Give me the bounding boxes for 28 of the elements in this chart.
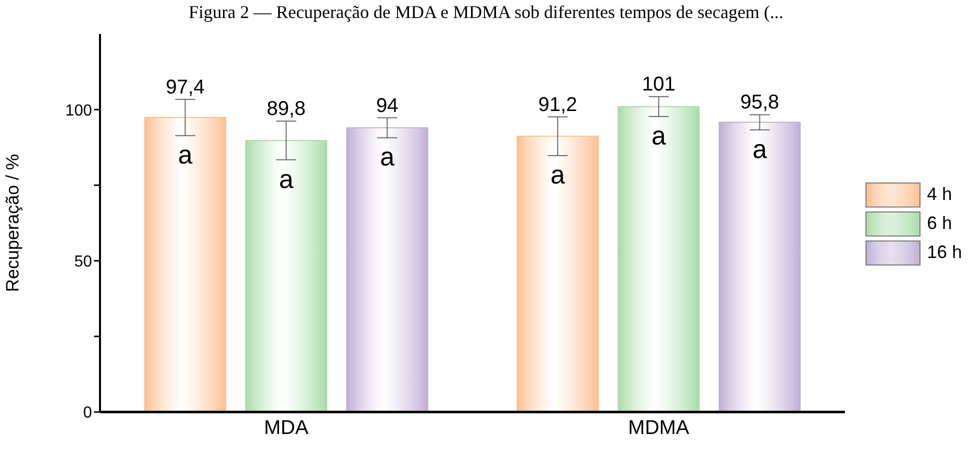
bar — [245, 140, 328, 412]
bar — [346, 127, 428, 412]
y-tick-label: 0 — [83, 404, 92, 422]
chart-title: Figura 2 — Recuperação de MDA e MDMA sob diferentes tempos de secagem (... — [188, 2, 784, 23]
data-label: 91,2 — [538, 94, 578, 116]
data-label: 95,8 — [740, 92, 780, 114]
annotation: a — [550, 160, 566, 190]
legend-label: 6 h — [926, 213, 952, 234]
annotation: a — [651, 120, 666, 151]
x-tick-label: MDA — [264, 417, 310, 440]
legend-label: 16 h — [926, 242, 962, 263]
data-label: 89,8 — [266, 98, 306, 120]
y-axis-title: Recuperação / % — [2, 154, 22, 292]
legend-label: 4 h — [926, 184, 952, 205]
bar — [144, 116, 226, 412]
data-label: 101 — [642, 74, 676, 96]
annotation: a — [752, 134, 768, 164]
bar — [718, 122, 801, 412]
annotation: a — [380, 142, 395, 172]
data-label: 94 — [376, 94, 398, 117]
x-tick-label: MDMA — [628, 417, 690, 440]
y-tick-label: 50 — [74, 253, 92, 270]
y-tick-label: 100 — [65, 102, 92, 120]
annotation: a — [178, 140, 193, 170]
annotation: a — [278, 164, 294, 194]
data-label: 97,4 — [166, 76, 205, 98]
bar — [516, 136, 599, 412]
bar — [618, 106, 700, 412]
